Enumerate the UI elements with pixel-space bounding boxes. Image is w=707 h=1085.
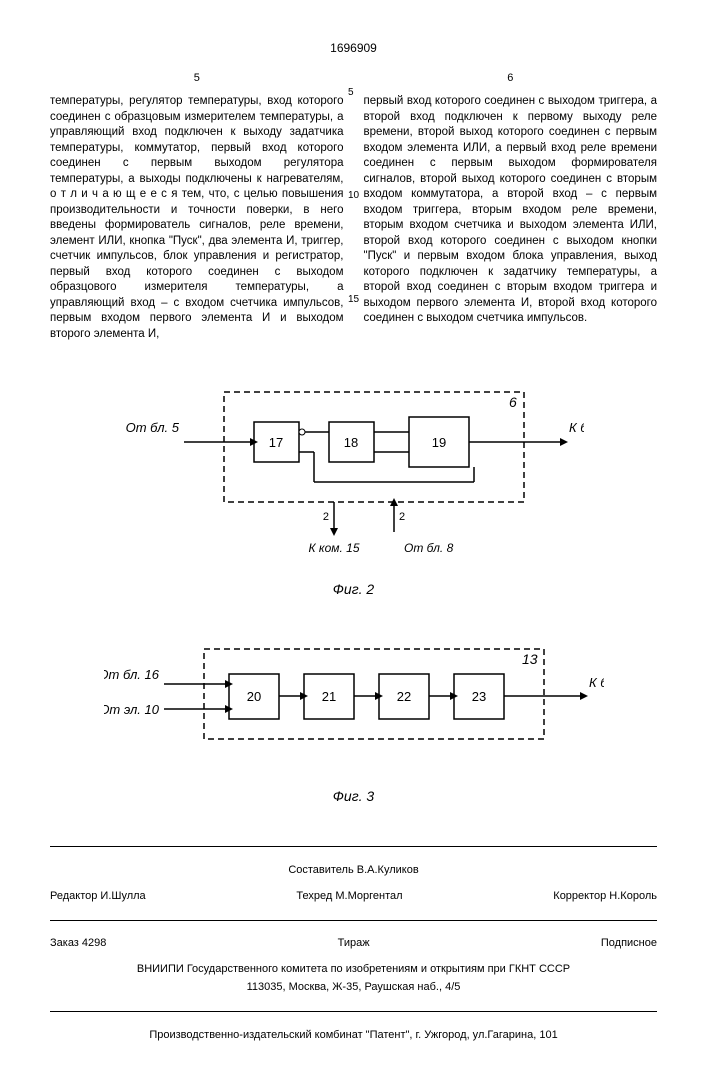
techred: Техред М.Моргентал: [296, 888, 402, 906]
text-columns: 5 10 15 5 температуры, регулятор темпера…: [50, 71, 657, 342]
circulation: Тираж: [338, 936, 370, 951]
fig2-block-19: 19: [431, 435, 445, 450]
line-num: 5: [348, 86, 359, 100]
editor: Редактор И.Шулла: [50, 888, 146, 906]
org-line1: ВНИИПИ Государственного комитета по изоб…: [50, 961, 657, 979]
order: Заказ 4298: [50, 936, 106, 951]
fig3-output-label: К бл. 14: [589, 675, 604, 690]
figure-2: 17 18 19 2 2 От бл. 5 К бл. 7 6 К ком. 1…: [50, 372, 657, 599]
col-num-left: 5: [50, 71, 344, 86]
fig2-output-label: К бл. 7: [569, 420, 584, 435]
fig2-caption: Фиг. 2: [50, 580, 657, 599]
right-column-text: первый вход которого соединен с выходом …: [364, 95, 658, 324]
figure-3: 20 21 22 23 От бл. 16 От эл. 10 К бл. 14…: [50, 629, 657, 806]
line-numbers: 5 10 15: [348, 86, 359, 306]
fig2-port-left: 2: [322, 511, 328, 523]
org-line2: 113035, Москва, Ж-35, Раушская наб., 4/5: [50, 979, 657, 997]
fig3-input-bot: От эл. 10: [104, 702, 160, 717]
col-num-right: 6: [364, 71, 658, 86]
fig3-internal-num: 13: [522, 651, 538, 667]
compiler: Составитель В.А.Куликов: [50, 862, 657, 880]
fig3-svg: 20 21 22 23 От бл. 16 От эл. 10 К бл. 14…: [104, 629, 604, 779]
fig2-port-right: 2: [399, 511, 405, 523]
fig3-block-20: 20: [246, 689, 260, 704]
right-column: 6 первый вход которого соединен с выходо…: [364, 71, 658, 342]
document-number: 1696909: [50, 40, 657, 56]
fig3-input-top: От бл. 16: [104, 667, 160, 682]
line-num: 15: [348, 293, 359, 307]
fig3-block-23: 23: [471, 689, 485, 704]
fig2-svg: 17 18 19 2 2 От бл. 5 К бл. 7 6 К ком. 1…: [124, 372, 584, 572]
fig3-caption: Фиг. 3: [50, 787, 657, 806]
corrector: Корректор Н.Король: [553, 888, 657, 906]
left-column: 5 температуры, регулятор температуры, вх…: [50, 71, 344, 342]
line-num: 10: [348, 189, 359, 203]
fig2-block-17: 17: [268, 435, 282, 450]
footer: Составитель В.А.Куликов Редактор И.Шулла…: [50, 846, 657, 1045]
fig2-bottom-left-label: К ком. 15: [308, 541, 359, 555]
fig3-block-21: 21: [321, 689, 335, 704]
left-column-text: температуры, регулятор температуры, вход…: [50, 95, 344, 340]
fig2-input-label: От бл. 5: [125, 420, 179, 435]
fig2-block-18: 18: [343, 435, 357, 450]
printer: Производственно-издательский комбинат "П…: [50, 1027, 657, 1045]
fig3-block-22: 22: [396, 689, 410, 704]
subscription: Подписное: [601, 936, 657, 951]
fig2-bottom-right-label: От бл. 8: [404, 541, 454, 555]
fig2-internal-num: 6: [509, 394, 517, 410]
